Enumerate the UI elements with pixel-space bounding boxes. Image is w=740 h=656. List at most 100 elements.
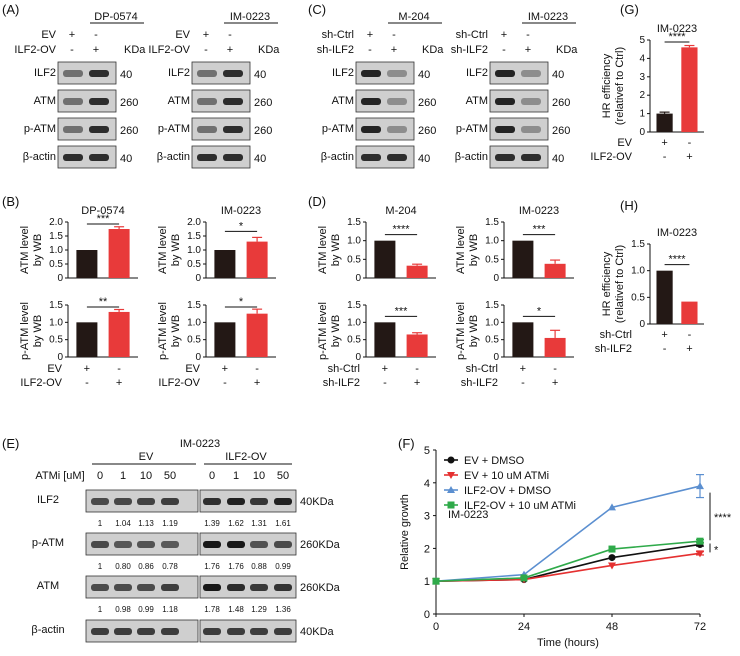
- cond-mark: +: [222, 363, 228, 375]
- chart-title: DP-0574: [81, 205, 124, 217]
- significance-label: ****: [668, 254, 686, 266]
- y-tick-label: 1.5: [49, 231, 63, 242]
- a1-band: [63, 70, 83, 77]
- legend-entry: EV + 10 uM ATMi: [464, 470, 549, 482]
- y-tick-label: 0.5: [485, 254, 499, 265]
- e-band: [91, 628, 109, 635]
- c1-mw-label: 260: [418, 97, 436, 109]
- a2-band-name: ATM: [168, 95, 190, 107]
- y-axis-label: Relative growth: [399, 494, 411, 570]
- cond-mark: +: [254, 377, 260, 389]
- a1-mw-label: 40: [120, 69, 132, 81]
- y-tick-label: 1: [424, 576, 430, 588]
- e-band: [227, 541, 245, 548]
- e-quant-value: 1: [98, 562, 103, 571]
- significance-label: ***: [533, 224, 547, 236]
- c1-band: [361, 98, 381, 105]
- y-tick-label: 2.0: [187, 217, 201, 228]
- cond-mark: +: [661, 329, 667, 341]
- e-band: [137, 541, 155, 548]
- bar: [681, 301, 698, 324]
- a2-band-name: β-actin: [157, 151, 190, 163]
- a2-band-name: ILF2: [168, 67, 190, 79]
- y-tick-label: 1.0: [187, 317, 201, 328]
- e-group-label: ILF2-OV: [225, 451, 267, 463]
- cond-mark: -: [117, 363, 121, 375]
- a1-kda-label: KDa: [124, 44, 146, 56]
- a1-cond-mark: +: [93, 44, 99, 56]
- e-band: [91, 584, 109, 591]
- c2-blot-strip: [489, 61, 549, 85]
- cond-mark: -: [553, 363, 557, 375]
- c1-blot-strip: [355, 117, 415, 141]
- a1-cond-label: EV: [41, 29, 56, 41]
- c2-kda-label: KDa: [556, 44, 578, 56]
- e-quant-value: 1.76: [228, 562, 244, 571]
- y-axis-label-line: (relativef to Ctrl): [614, 245, 626, 323]
- y-axis-label: ATM levelby WB: [455, 226, 480, 274]
- y-tick-label: 1.5: [187, 231, 201, 242]
- c1-cond-mark: -: [368, 44, 372, 56]
- legend-entry: ILF2-OV + DMSO: [464, 485, 552, 497]
- bar: [544, 263, 566, 278]
- bar: [656, 113, 673, 132]
- bar-chart-D2: IM-0223 0 0.5 1.0 1.5 ATM levelby WB ***: [455, 205, 574, 284]
- panel-label-g: (G): [620, 2, 639, 17]
- a1-cond-label: ILF2-OV: [14, 44, 56, 56]
- y-tick-label: 1.5: [631, 239, 645, 250]
- e-band: [137, 498, 155, 505]
- data-point: [608, 562, 616, 570]
- bar: [246, 241, 268, 278]
- y-axis-label: p-ATM levelby WB: [455, 302, 480, 360]
- cond-label: ILF2-OV: [158, 377, 200, 389]
- e-band: [203, 584, 221, 591]
- significance-label: *: [239, 220, 244, 232]
- e-quant-value: 0.78: [162, 562, 178, 571]
- c1-band-name: β-actin: [321, 151, 354, 163]
- y-axis-label: p-ATM levelby WB: [157, 302, 182, 360]
- data-point: [696, 482, 704, 490]
- y-axis-label-line: p-ATM level: [317, 302, 329, 360]
- c2-band: [495, 70, 515, 77]
- a1-blot-strip: [57, 145, 117, 169]
- a2-kda-label: KDa: [258, 44, 280, 56]
- y-axis-label-line: HR efficiency: [601, 53, 613, 118]
- cond-mark: +: [661, 137, 667, 149]
- e-quant-value: 1.78: [204, 605, 220, 614]
- chart-annotation: IM-0223: [448, 509, 488, 521]
- e-band: [250, 628, 268, 635]
- c1-cond-label: sh-ILF2: [317, 44, 354, 56]
- a1-blot-strip: [57, 117, 117, 141]
- a2-cond-label: EV: [175, 29, 190, 41]
- cond-mark: -: [663, 151, 667, 163]
- y-axis-label-line: ATM level: [19, 226, 31, 274]
- c1-mw-label: 40: [418, 153, 430, 165]
- c2-band: [495, 126, 515, 133]
- e-band: [114, 584, 132, 591]
- e-band-name: β-actin: [31, 624, 64, 636]
- c2-cond-mark: -: [526, 29, 530, 41]
- y-axis-label-line: by WB: [330, 234, 342, 266]
- cond-label: ILF2-OV: [590, 151, 632, 163]
- y-tick-label: 1.5: [347, 217, 361, 228]
- cond-label: sh-ILF2: [461, 377, 498, 389]
- cond-mark: +: [84, 363, 90, 375]
- c2-cond-label: sh-Ctrl: [456, 29, 488, 41]
- data-point: [608, 545, 616, 553]
- y-axis-label-line: ATM level: [455, 226, 467, 274]
- e-title: IM-0223: [180, 438, 220, 450]
- c2-blot-strip: [489, 89, 549, 113]
- e-quant-value: 1.13: [138, 519, 154, 528]
- bar: [374, 322, 396, 357]
- a1-mw-label: 260: [120, 97, 138, 109]
- c2-band: [495, 98, 515, 105]
- a2-blot-strip: [191, 61, 251, 85]
- bar: [76, 250, 98, 278]
- bar: [246, 313, 268, 357]
- y-tick-label: 0: [57, 273, 63, 284]
- c1-cond-label: sh-Ctrl: [322, 29, 354, 41]
- cond-mark: -: [415, 363, 419, 375]
- cond-mark: +: [382, 363, 388, 375]
- e-quant-value: 1.61: [275, 519, 291, 528]
